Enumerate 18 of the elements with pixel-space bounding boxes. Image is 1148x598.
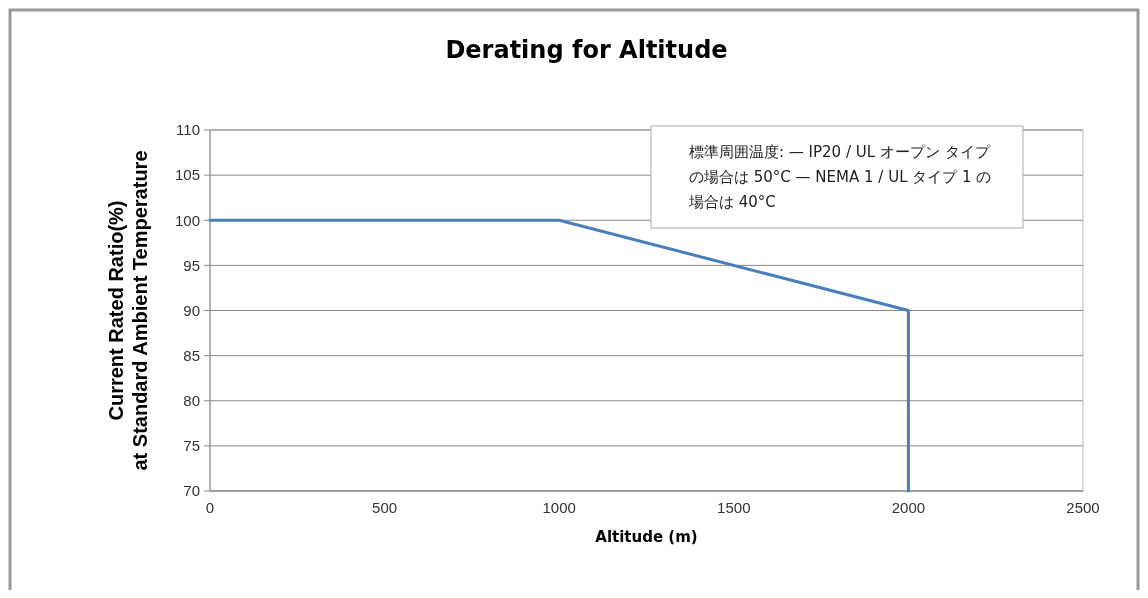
y-tick-label: 70 — [183, 482, 200, 500]
y-tick-label: 110 — [176, 121, 200, 139]
y-tick-label: 90 — [183, 301, 200, 319]
x-tick-label: 1500 — [717, 499, 751, 516]
x-tick-label: 0 — [205, 499, 215, 516]
x-tick-label: 2000 — [891, 499, 926, 516]
y-tick-label: 100 — [174, 211, 200, 229]
y-tick-label: 95 — [183, 256, 200, 274]
chart-title: Derating for Altitude — [445, 36, 728, 64]
x-tick-label: 2500 — [1066, 499, 1100, 516]
y-axis-title: Current Rated Ratio(%) at Standard Ambient Temperature — [105, 150, 151, 471]
y-tick-label: 105 — [174, 166, 200, 184]
y-tick-label: 80 — [183, 392, 200, 409]
y-tick-label: 85 — [183, 346, 200, 364]
x-axis-title: Altitude (m) — [595, 528, 698, 546]
y-tick-label: 75 — [183, 437, 200, 455]
x-tick-label: 500 — [372, 499, 398, 516]
x-tick-label: 1000 — [542, 499, 576, 516]
